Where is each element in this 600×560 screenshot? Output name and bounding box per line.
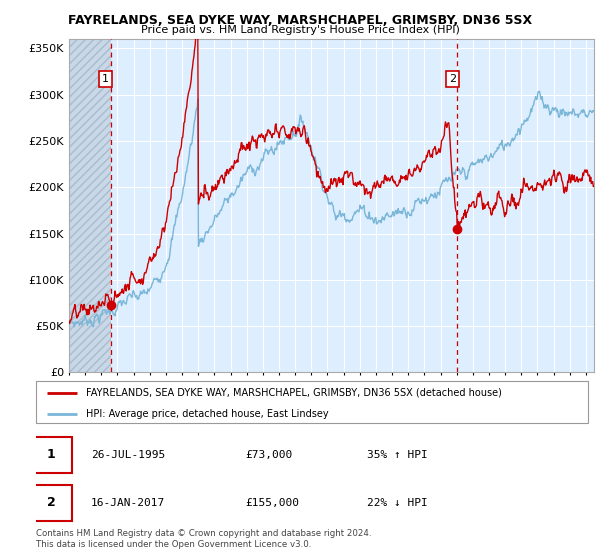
FancyBboxPatch shape [31, 484, 72, 521]
Text: 2: 2 [47, 496, 56, 509]
Text: 22% ↓ HPI: 22% ↓ HPI [367, 498, 428, 507]
Text: FAYRELANDS, SEA DYKE WAY, MARSHCHAPEL, GRIMSBY, DN36 5SX: FAYRELANDS, SEA DYKE WAY, MARSHCHAPEL, G… [68, 14, 532, 27]
FancyBboxPatch shape [31, 437, 72, 473]
Text: 1: 1 [47, 449, 56, 461]
Text: 16-JAN-2017: 16-JAN-2017 [91, 498, 166, 507]
Text: £155,000: £155,000 [246, 498, 300, 507]
Text: £73,000: £73,000 [246, 450, 293, 460]
Text: Price paid vs. HM Land Registry's House Price Index (HPI): Price paid vs. HM Land Registry's House … [140, 25, 460, 35]
Text: 2: 2 [449, 74, 456, 84]
Text: Contains HM Land Registry data © Crown copyright and database right 2024.
This d: Contains HM Land Registry data © Crown c… [36, 529, 371, 549]
Text: FAYRELANDS, SEA DYKE WAY, MARSHCHAPEL, GRIMSBY, DN36 5SX (detached house): FAYRELANDS, SEA DYKE WAY, MARSHCHAPEL, G… [86, 388, 502, 398]
Bar [69, 39, 110, 372]
Text: 26-JUL-1995: 26-JUL-1995 [91, 450, 166, 460]
Text: 35% ↑ HPI: 35% ↑ HPI [367, 450, 428, 460]
Text: 1: 1 [102, 74, 109, 84]
FancyBboxPatch shape [36, 381, 588, 423]
Text: HPI: Average price, detached house, East Lindsey: HPI: Average price, detached house, East… [86, 409, 328, 418]
